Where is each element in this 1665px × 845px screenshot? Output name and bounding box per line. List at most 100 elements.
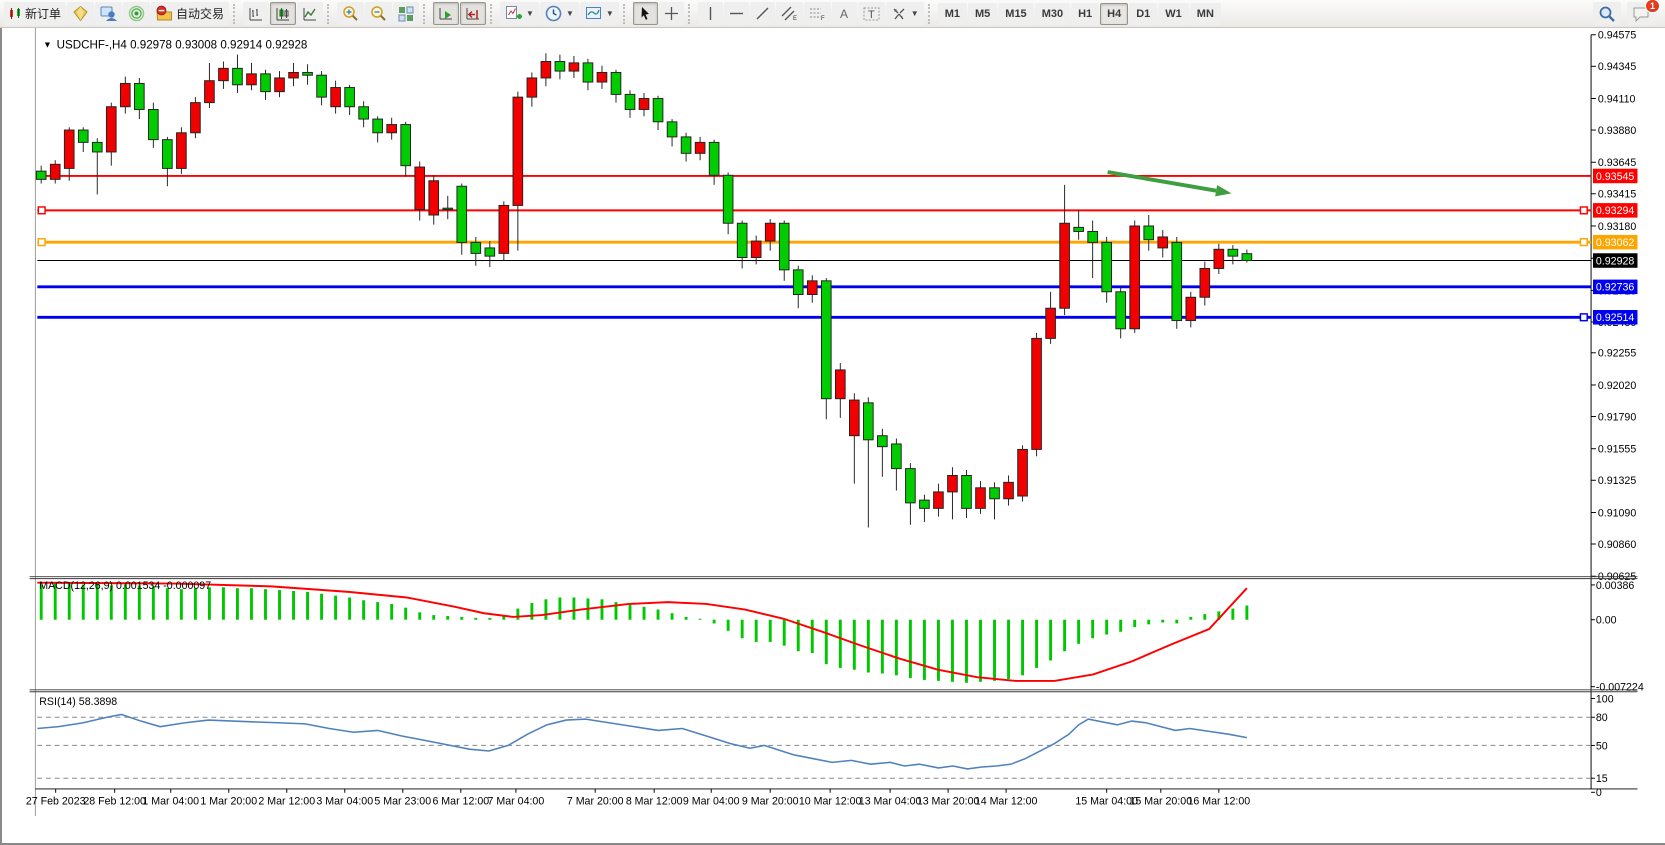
periods-button[interactable]: ▼	[539, 2, 579, 25]
candle-body	[260, 73, 271, 93]
macd-histogram-bar	[1007, 619, 1010, 680]
equidistant-channel-button[interactable]: E	[775, 2, 803, 25]
macd-histogram-bar	[698, 618, 702, 620]
macd-histogram-bar	[558, 597, 562, 620]
timeframe-button-w1[interactable]: W1	[1158, 2, 1189, 25]
candle-body	[330, 87, 341, 108]
macd-histogram-bar	[193, 588, 197, 620]
zoom-in-button[interactable]	[337, 2, 365, 25]
auto-scroll-button[interactable]	[433, 2, 460, 25]
candle-body	[975, 487, 986, 509]
line-handle[interactable]	[1579, 238, 1588, 247]
macd-label: MACD(12,26,9) 0.001534 -0.000097	[39, 580, 211, 592]
candle-body	[638, 98, 650, 110]
text-button[interactable]: A	[831, 2, 857, 25]
dropdown-caret-icon: ▼	[605, 9, 614, 18]
date-tick-label: 7 Mar 20:00	[567, 795, 624, 807]
macd-histogram-bar	[1161, 619, 1165, 623]
line-handle[interactable]	[1579, 206, 1588, 215]
candle-body	[1003, 481, 1014, 500]
macd-histogram-bar	[740, 619, 744, 639]
text-label-button[interactable]: T	[857, 2, 885, 25]
trendline-icon	[756, 7, 769, 20]
crosshair-button[interactable]	[658, 2, 684, 25]
line-handle[interactable]	[1579, 313, 1588, 322]
macd-tick-label: 0.00386	[1596, 580, 1634, 592]
timeframe-button-m1[interactable]: M1	[937, 2, 967, 25]
channel-icon: E	[781, 6, 797, 22]
trendline-button[interactable]	[749, 2, 775, 25]
chart-canvas[interactable]: 0.94575 0.94345 0.94110 0.93880 0.93645 0.934…	[2, 28, 1665, 845]
candle-body	[863, 402, 874, 441]
macd-histogram-bar	[628, 604, 632, 620]
candle-body	[947, 474, 958, 493]
macd-histogram-bar	[1217, 611, 1221, 620]
chart-collapse-icon: ▼	[43, 39, 52, 49]
candle-body	[372, 118, 383, 134]
price-badge	[1593, 203, 1638, 218]
vertical-line-button[interactable]	[697, 2, 723, 25]
timeframe-button-h1[interactable]: H1	[1071, 2, 1100, 25]
line-chart-icon	[303, 7, 317, 20]
tile-windows-button[interactable]	[393, 2, 420, 25]
templates-button[interactable]: ▼	[579, 2, 619, 25]
timeframe-button-d1[interactable]: D1	[1129, 2, 1158, 25]
indicator-icon	[506, 6, 523, 19]
signal-icon	[128, 5, 145, 22]
timeframe-button-m30[interactable]: M30	[1034, 2, 1071, 25]
macd-histogram-bar	[306, 591, 310, 620]
bar-chart-icon	[249, 7, 263, 20]
candle-body	[134, 82, 145, 110]
search-button[interactable]	[1593, 2, 1621, 25]
cursor-button[interactable]	[632, 2, 658, 25]
candlestick-chart-button[interactable]	[270, 2, 297, 25]
timeframe-button-m5[interactable]: M5	[968, 2, 998, 25]
macd-histogram-bar	[404, 607, 408, 620]
candle-body	[933, 491, 944, 509]
candle-body	[554, 61, 566, 72]
dropdown-caret-icon: ▼	[910, 9, 919, 18]
main-toolbar: 新订单 自动交易 ▼ ▼	[0, 0, 1665, 28]
rsi-tick-label: 80	[1596, 712, 1608, 724]
timeframe-button-mn[interactable]: MN	[1189, 2, 1221, 25]
price-badge	[1593, 310, 1638, 325]
macd-histogram-bar	[614, 602, 618, 620]
timeframe-button-h4[interactable]: H4	[1100, 2, 1129, 25]
price-badge-label: 0.92928	[1596, 255, 1634, 267]
candle-body	[442, 207, 454, 211]
date-tick-label: 5 Mar 23:00	[374, 795, 431, 807]
macd-histogram-bar	[1063, 619, 1067, 652]
line-handle[interactable]	[37, 238, 46, 247]
candle-body	[49, 163, 61, 180]
trend-arrow[interactable]	[1107, 170, 1217, 193]
line-chart-button[interactable]	[297, 2, 324, 25]
macd-histogram-bar	[979, 619, 982, 682]
macd-histogram-bar	[894, 619, 898, 676]
macd-histogram-bar	[880, 619, 884, 674]
chart-shift-button[interactable]	[460, 2, 487, 25]
bar-chart-button[interactable]	[243, 2, 270, 25]
autotrading-button[interactable]: 自动交易	[151, 2, 230, 25]
notifications-button[interactable]: 1	[1627, 0, 1660, 25]
horizontal-line-button[interactable]	[723, 2, 749, 25]
macd-histogram-bar	[460, 616, 464, 620]
arrows-tool-button[interactable]: ▼	[885, 2, 924, 25]
candle-body	[610, 71, 622, 95]
price-tick-label: 0.91090	[1598, 507, 1636, 519]
macd-histogram-bar	[1203, 614, 1207, 620]
add-indicator-button[interactable]: ▼	[500, 2, 539, 25]
price-tick-label: 0.94345	[1598, 61, 1636, 73]
text-icon: A	[840, 7, 848, 21]
zoom-out-button[interactable]	[365, 2, 393, 25]
market-watch-button[interactable]	[95, 2, 123, 25]
signals-button[interactable]	[123, 2, 151, 25]
line-handle[interactable]	[37, 206, 46, 215]
candle-body	[877, 435, 888, 448]
quotes-button[interactable]	[67, 2, 95, 25]
candle-body	[961, 474, 972, 509]
new-order-button[interactable]: 新订单	[4, 2, 67, 25]
timeframe-button-m15[interactable]: M15	[998, 2, 1034, 25]
chart-background	[29, 28, 1640, 818]
fibonacci-button[interactable]: F	[803, 2, 831, 25]
candle-body	[764, 222, 776, 242]
